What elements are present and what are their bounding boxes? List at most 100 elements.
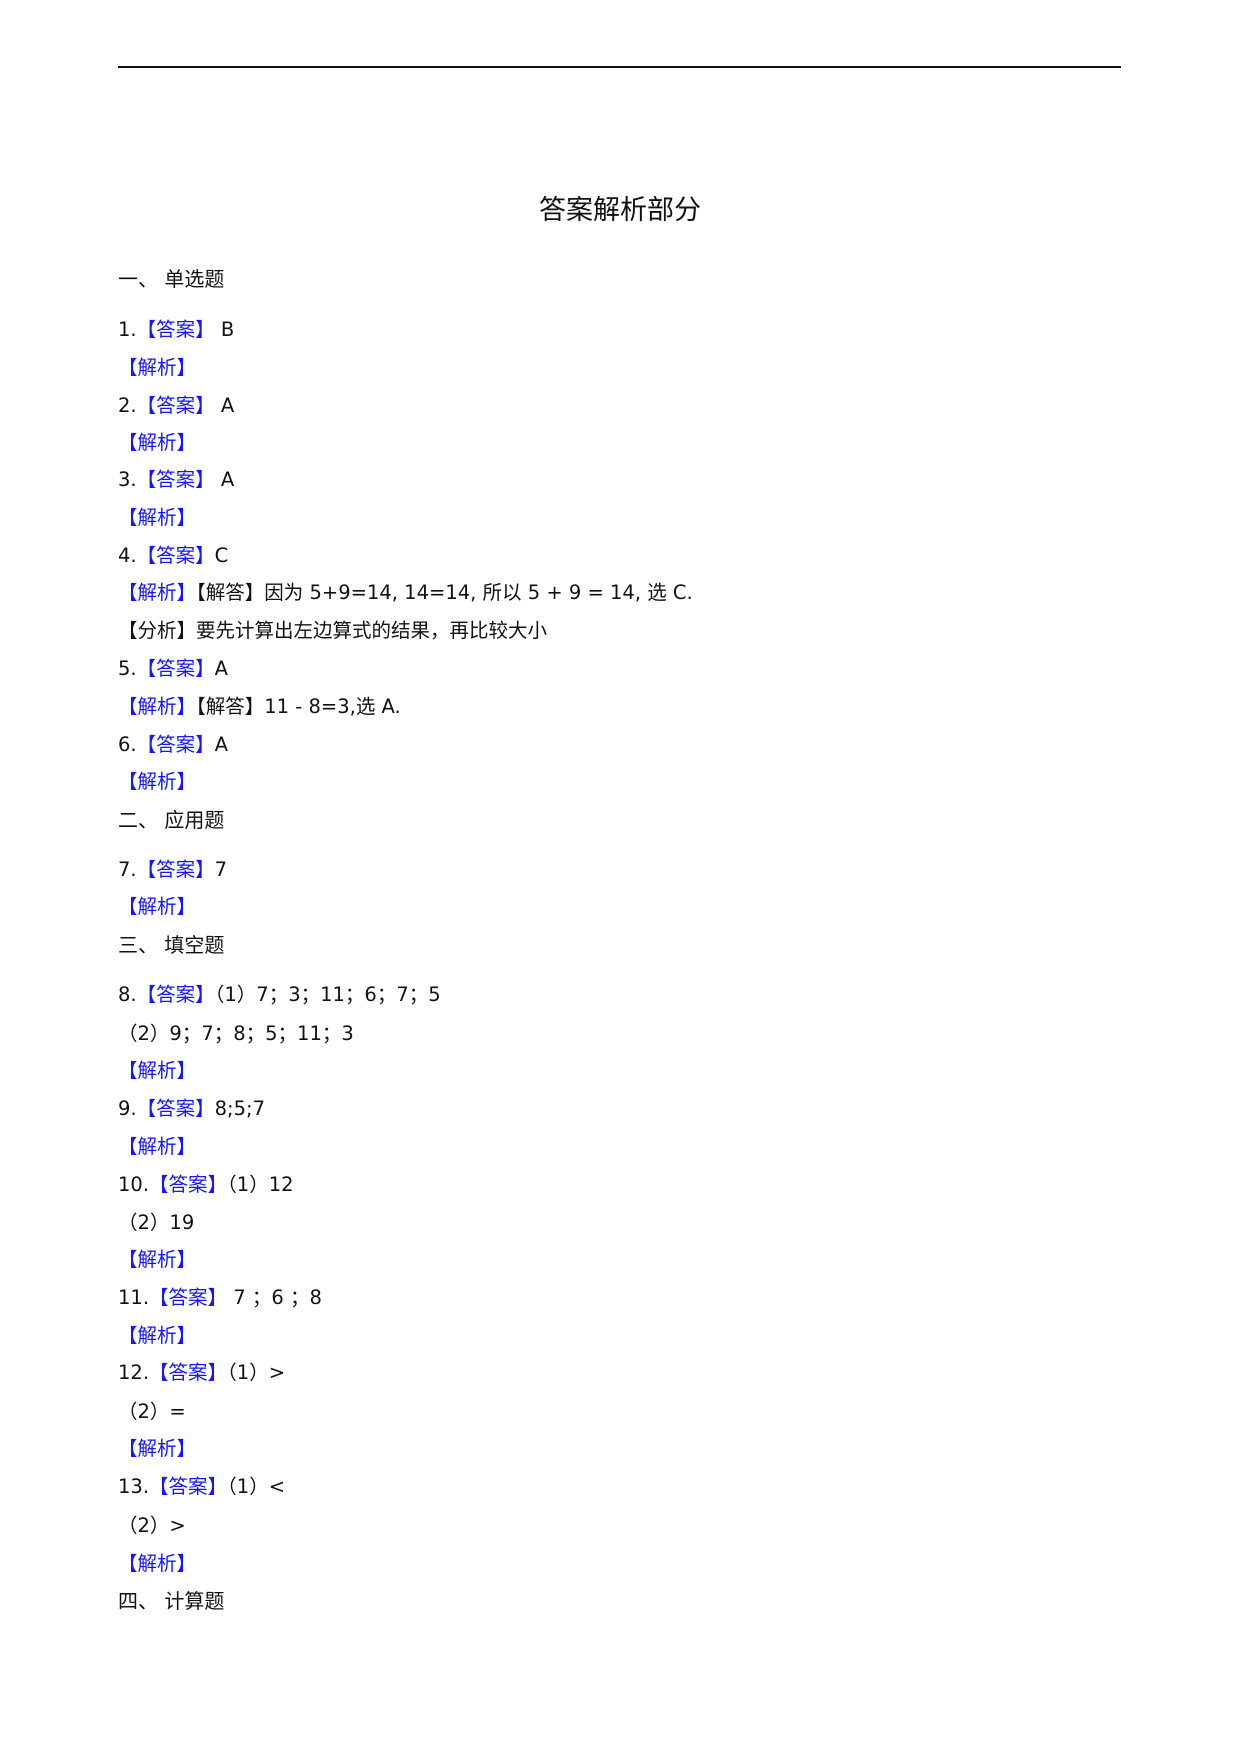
label-tag: 【解析】 <box>118 355 197 379</box>
answer-line: 10.【答案】（1）12 <box>118 1171 294 1199</box>
page-title: 答案解析部分 <box>539 195 701 226</box>
answer-line: 【解析】 <box>118 1246 196 1274</box>
label-tag: 【解析】 <box>118 1551 197 1575</box>
answer-line: 7.【答案】7 <box>118 856 227 884</box>
line-text: （1）7；3；11；6；7；5 <box>214 983 441 1007</box>
answer-line: 3.【答案】 A <box>118 466 234 494</box>
section-heading: 四、 计算题 <box>118 1587 224 1615</box>
label-tag: 【答案】 <box>136 733 215 757</box>
answer-line: 【解析】 <box>118 504 196 532</box>
line-text: （2）= <box>118 1400 186 1424</box>
line-text: （2）19 <box>118 1211 195 1235</box>
line-text: A <box>214 733 228 757</box>
line-text: B <box>214 317 235 341</box>
line-text: 三、 填空题 <box>118 933 225 958</box>
answer-line: 【解析】 <box>118 1550 196 1578</box>
label-tag: 【解析】 <box>118 769 197 793</box>
line-text: 7 ；6 ；8 <box>227 1286 322 1310</box>
answer-line: 8.【答案】（1）7；3；11；6；7；5 <box>118 981 441 1009</box>
question-number: 10. <box>118 1173 150 1197</box>
answer-line: 9.【答案】8;5;7 <box>118 1095 265 1123</box>
answer-line: 【解析】 <box>118 1133 196 1161</box>
label-tag: 【答案】 <box>136 544 215 568</box>
label-tag: 【答案】 <box>136 393 215 417</box>
label-tag: 【答案】 <box>149 1286 228 1310</box>
question-number: 9. <box>118 1097 137 1121</box>
label-tag: 【解析】 <box>118 1324 197 1348</box>
question-number: 6. <box>118 733 137 757</box>
line-text: 7 <box>214 858 228 882</box>
label-tag: 【解析】 <box>118 1059 197 1083</box>
question-number: 8. <box>118 983 137 1007</box>
line-text: A <box>214 657 228 681</box>
answer-line: 【解析】 <box>118 768 196 796</box>
answer-line: 2.【答案】 A <box>118 392 234 420</box>
label-tag: 【答案】 <box>136 1097 215 1121</box>
line-text: （2）> <box>118 1513 186 1537</box>
label-tag: 【解析】 <box>118 581 197 605</box>
section-heading: 一、 单选题 <box>118 265 224 293</box>
label-tag: 【答案】 <box>136 468 215 492</box>
line-text: C <box>214 544 229 568</box>
section-heading: 二、 应用题 <box>118 806 224 834</box>
answer-line: 1.【答案】 B <box>118 316 234 344</box>
question-number: 1. <box>118 317 137 341</box>
question-number: 2. <box>118 393 137 417</box>
answer-line: 11.【答案】 7 ；6 ；8 <box>118 1284 322 1312</box>
label-tag: 【答案】 <box>136 858 215 882</box>
question-number: 11. <box>118 1286 150 1310</box>
answer-line: （2）= <box>118 1398 186 1426</box>
answer-line: （2）9；7；8；5；11；3 <box>118 1020 354 1048</box>
question-number: 4. <box>118 544 137 568</box>
header-rule <box>118 66 1121 68</box>
section-heading: 三、 填空题 <box>118 931 224 959</box>
answer-line: 【分析】要先计算出左边算式的结果，再比较大小 <box>118 617 547 645</box>
line-text: 【解答】11 - 8=3,选 A. <box>196 695 401 719</box>
label-tag: 【答案】 <box>149 1474 228 1498</box>
answer-line: 【解析】【解答】11 - 8=3,选 A. <box>118 693 401 721</box>
line-text: 一、 单选题 <box>118 267 225 292</box>
line-text: A <box>214 468 235 492</box>
answer-line: 13.【答案】（1）< <box>118 1473 285 1501</box>
label-tag: 【答案】 <box>149 1360 228 1384</box>
answer-line: 6.【答案】A <box>118 731 228 759</box>
label-tag: 【解析】 <box>118 1436 197 1460</box>
line-text: （1）12 <box>227 1173 294 1197</box>
answer-line: 【解析】【解答】因为 5+9=14, 14=14, 所以 5 + 9 = 14,… <box>118 579 693 607</box>
line-text: 【解答】因为 5+9=14, 14=14, 所以 5 + 9 = 14, 选 C… <box>196 581 693 605</box>
answer-line: 12.【答案】（1）> <box>118 1359 285 1387</box>
answer-line: 5.【答案】A <box>118 655 228 683</box>
line-text: （1）< <box>227 1474 286 1498</box>
label-tag: 【解析】 <box>118 431 197 455</box>
line-text: 8;5;7 <box>214 1097 265 1121</box>
question-number: 7. <box>118 858 137 882</box>
answer-line: 【解析】 <box>118 354 196 382</box>
question-number: 13. <box>118 1474 150 1498</box>
answer-line: 【解析】 <box>118 1435 196 1463</box>
answer-line: 4.【答案】C <box>118 542 228 570</box>
label-tag: 【解析】 <box>118 895 197 919</box>
line-text: 四、 计算题 <box>118 1588 225 1613</box>
line-text: A <box>214 393 235 417</box>
label-tag: 【答案】 <box>136 317 215 341</box>
answer-line: 【解析】 <box>118 893 196 921</box>
question-number: 3. <box>118 468 137 492</box>
label-tag: 【答案】 <box>136 657 215 681</box>
answer-line: 【解析】 <box>118 1057 196 1085</box>
line-text: 二、 应用题 <box>118 807 225 832</box>
line-text: （1）> <box>227 1360 286 1384</box>
label-tag: 【解析】 <box>118 506 197 530</box>
line-text: 【分析】要先计算出左边算式的结果，再比较大小 <box>118 619 548 643</box>
label-tag: 【答案】 <box>149 1173 228 1197</box>
answer-line: 【解析】 <box>118 1322 196 1350</box>
label-tag: 【解析】 <box>118 1135 197 1159</box>
question-number: 5. <box>118 657 137 681</box>
answer-line: （2）19 <box>118 1209 194 1237</box>
label-tag: 【答案】 <box>136 983 215 1007</box>
answer-line: 【解析】 <box>118 429 196 457</box>
question-number: 12. <box>118 1360 150 1384</box>
line-text: （2）9；7；8；5；11；3 <box>118 1022 354 1046</box>
label-tag: 【解析】 <box>118 695 197 719</box>
label-tag: 【解析】 <box>118 1248 197 1272</box>
answer-line: （2）> <box>118 1512 186 1540</box>
